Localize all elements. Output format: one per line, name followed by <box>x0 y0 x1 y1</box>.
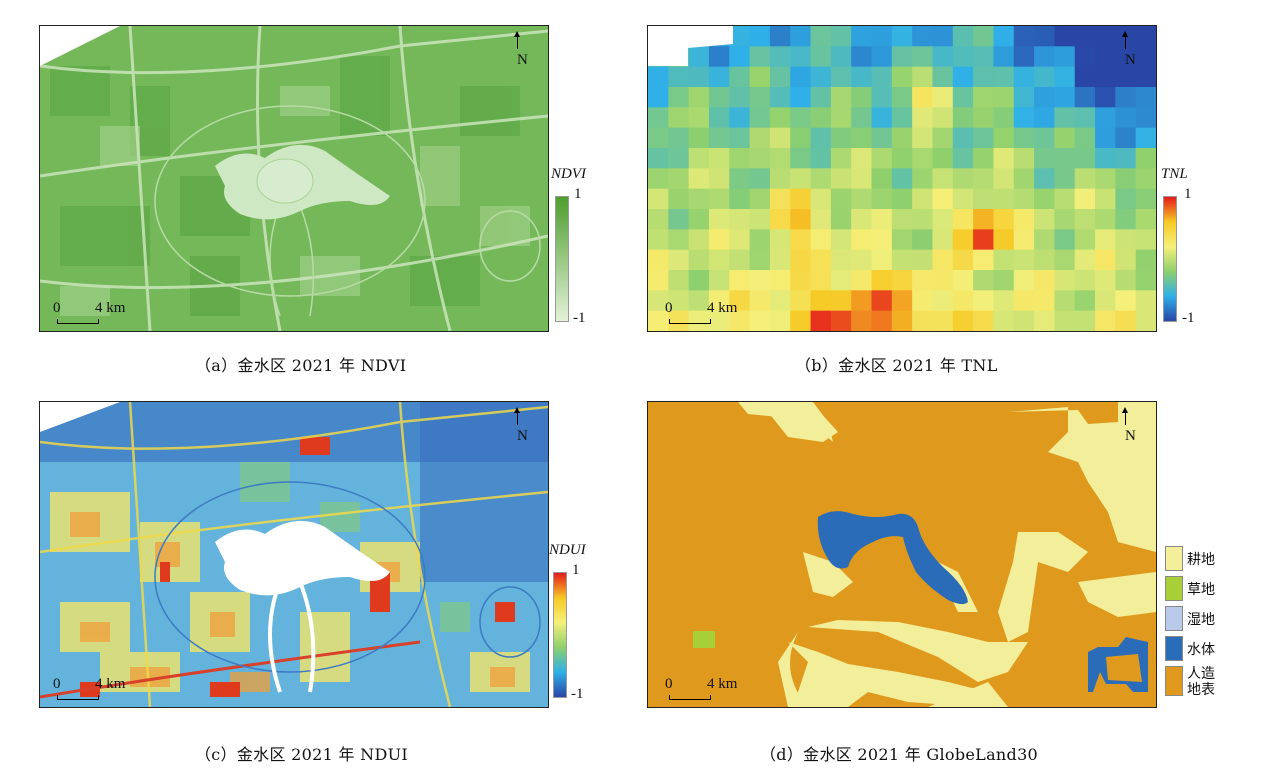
globeland30-scale-zero: 0 <box>665 676 673 692</box>
ndvi-scale-label: 4 km <box>95 300 126 316</box>
ndvi-legend-title: NDVI <box>551 166 586 182</box>
north-arrow-icon <box>1122 407 1128 425</box>
legend-label-wetland: 湿地 <box>1187 612 1215 628</box>
legend-label-water: 水体 <box>1187 642 1215 658</box>
ndvi-caption: （a）金水区 2021 年 NDVI <box>195 356 407 375</box>
legend-swatch-artificial-surface <box>1165 666 1183 696</box>
ndui-map-graphic <box>40 402 548 707</box>
globeland30-map <box>647 401 1157 708</box>
tnl-legend-min: -1 <box>1182 310 1195 326</box>
globeland30-scale-label: 4 km <box>707 676 738 692</box>
tnl-north-arrow: N <box>1122 31 1136 69</box>
legend-swatch-cropland <box>1165 546 1183 571</box>
legend-label-grassland: 草地 <box>1187 582 1215 598</box>
tnl-scale-label: 4 km <box>707 300 738 316</box>
ndvi-legend-max: 1 <box>574 186 582 202</box>
globeland30-caption: （d）金水区 2021 年 GlobeLand30 <box>760 745 1039 764</box>
tnl-caption: （b）金水区 2021 年 TNL <box>795 356 998 375</box>
tnl-map <box>647 25 1157 332</box>
ndvi-map <box>39 25 549 332</box>
legend-label-cropland: 耕地 <box>1187 552 1215 568</box>
tnl-color-ramp <box>1163 196 1177 322</box>
globeland30-north-arrow: N <box>1122 407 1136 445</box>
ndui-scale-zero: 0 <box>53 676 61 692</box>
north-arrow-icon <box>1122 31 1128 49</box>
ndui-north-arrow: N <box>514 407 528 445</box>
globeland30-scale-line <box>669 695 711 700</box>
ndui-map <box>39 401 549 708</box>
ndvi-legend-min: -1 <box>573 310 586 326</box>
ndui-legend-max: 1 <box>572 562 580 578</box>
ndui-legend-title: NDUI <box>549 542 586 558</box>
ndui-caption: （c）金水区 2021 年 NDUI <box>195 745 408 764</box>
tnl-north-label: N <box>1125 52 1136 68</box>
ndui-color-ramp <box>553 572 567 698</box>
globeland30-north-label: N <box>1125 428 1136 444</box>
ndvi-color-ramp <box>555 196 569 322</box>
globeland30-map-graphic <box>648 402 1156 707</box>
ndui-scale-label: 4 km <box>95 676 126 692</box>
legend-swatch-water <box>1165 636 1183 661</box>
ndui-north-label: N <box>517 428 528 444</box>
north-arrow-icon <box>514 31 520 49</box>
ndui-scale-line <box>57 695 99 700</box>
north-arrow-icon <box>514 407 520 425</box>
legend-swatch-grassland <box>1165 576 1183 601</box>
tnl-scale-zero: 0 <box>665 300 673 316</box>
legend-label-artificial-surface: 人造地表 <box>1187 666 1215 698</box>
ndvi-map-graphic <box>40 26 548 331</box>
ndvi-scale-line <box>57 319 99 324</box>
tnl-legend-title: TNL <box>1161 166 1188 182</box>
tnl-scale-line <box>669 319 711 324</box>
ndui-legend-min: -1 <box>571 686 584 702</box>
ndvi-north-arrow: N <box>514 31 528 69</box>
ndvi-scale-zero: 0 <box>53 300 61 316</box>
tnl-map-graphic <box>648 26 1156 331</box>
legend-swatch-wetland <box>1165 606 1183 631</box>
ndvi-north-label: N <box>517 52 528 68</box>
tnl-legend-max: 1 <box>1184 186 1192 202</box>
